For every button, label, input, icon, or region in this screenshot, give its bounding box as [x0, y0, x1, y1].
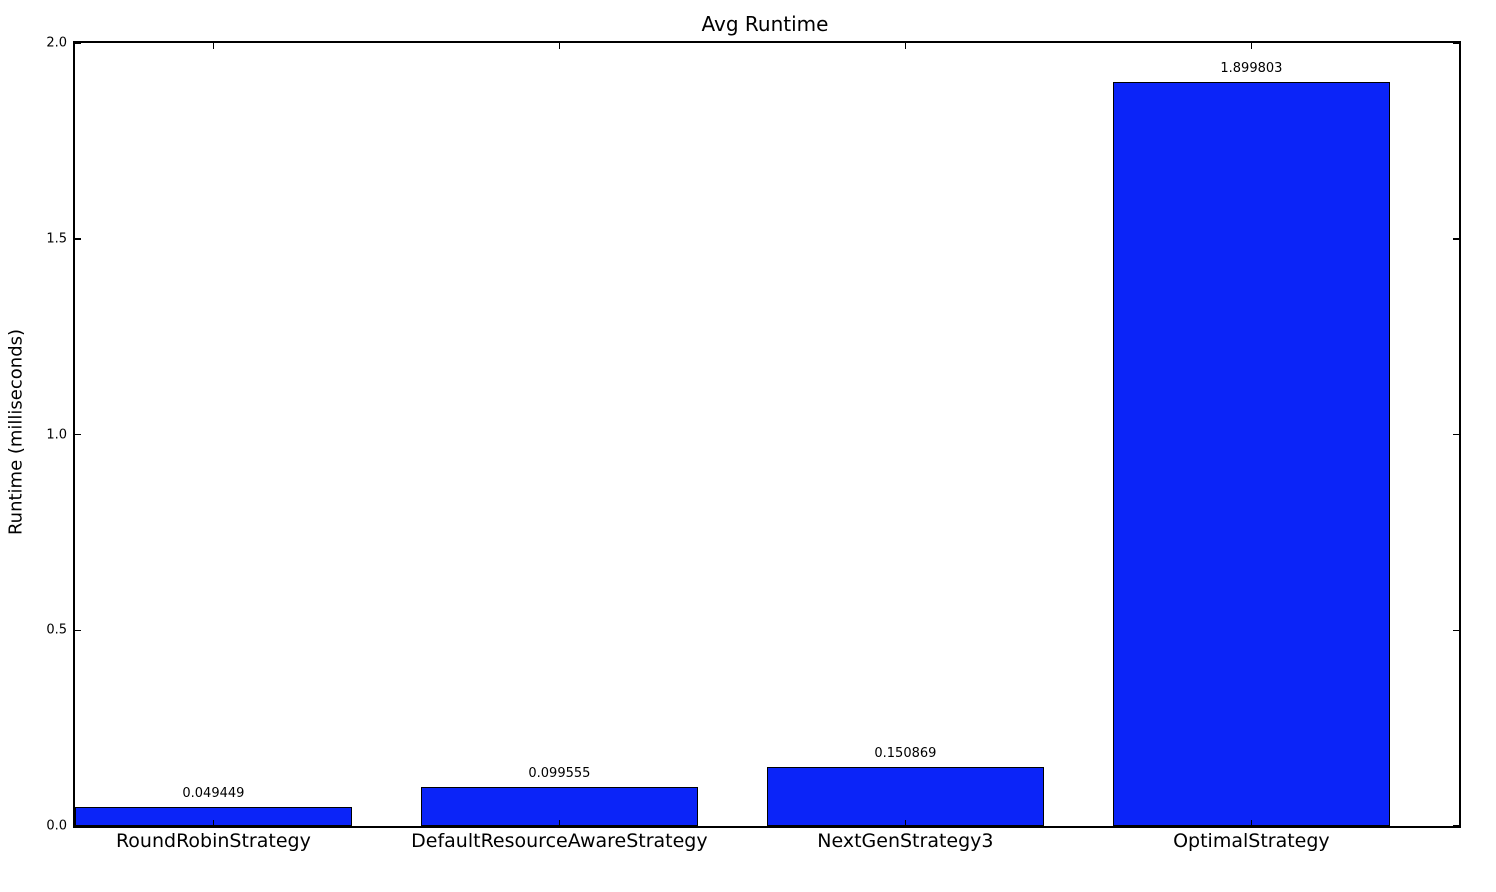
- x-tick-mark-top: [558, 43, 561, 49]
- y-tick-mark-right: [1453, 238, 1459, 240]
- y-tick-label-2.0: 2.0: [46, 35, 67, 51]
- bar-OptimalStrategy: [1113, 82, 1390, 826]
- x-tick-mark-top: [212, 43, 215, 49]
- y-tick-mark-right: [1453, 629, 1459, 631]
- y-tick-label-0.5: 0.5: [46, 622, 67, 638]
- y-tick-label-1.5: 1.5: [46, 231, 67, 247]
- y-tick-mark-left: [75, 825, 81, 827]
- x-tick-label-NextGenStrategy3: NextGenStrategy3: [817, 830, 994, 852]
- x-tick-mark-bottom: [904, 820, 907, 826]
- y-axis-label: Runtime (milliseconds): [5, 328, 27, 536]
- bar-value-label: 0.150869: [874, 745, 937, 761]
- x-tick-mark-top: [1250, 43, 1253, 49]
- plot-area: 0.049449 RoundRobinStrategy 0.099555 Defaul…: [46, 36, 1461, 852]
- y-tick-label-1.0: 1.0: [46, 427, 67, 442]
- y-tick-label-0.0: 0.0: [46, 818, 67, 834]
- x-tick-mark-bottom: [558, 820, 561, 826]
- x-tick-label-DefaultResourceAwareStrategy: DefaultResourceAwareStrategy: [411, 830, 708, 852]
- x-tick-label-RoundRobinStrategy: RoundRobinStrategy: [115, 830, 311, 852]
- x-tick-mark-top: [904, 43, 907, 49]
- x-tick-mark-bottom: [212, 820, 215, 826]
- bar-value-label: 1.899803: [1220, 61, 1283, 77]
- y-tick-mark-left: [75, 42, 81, 44]
- y-tick-mark-left: [75, 629, 81, 631]
- chart-title: Avg Runtime: [701, 12, 829, 36]
- bar-value-label: 0.049449: [182, 785, 245, 801]
- bar-DefaultResourceAwareStrategy: [421, 787, 698, 826]
- y-tick-mark-right: [1453, 42, 1459, 44]
- bar-value-label: 0.099555: [528, 766, 591, 782]
- bar-NextGenStrategy3: [767, 766, 1044, 826]
- y-tick-mark-left: [75, 433, 81, 436]
- x-tick-label-OptimalStrategy: OptimalStrategy: [1173, 830, 1330, 852]
- y-tick-mark-left: [75, 238, 81, 240]
- y-tick-mark-right: [1453, 825, 1459, 827]
- y-tick-mark-right: [1453, 433, 1459, 436]
- x-tick-mark-bottom: [1250, 820, 1253, 826]
